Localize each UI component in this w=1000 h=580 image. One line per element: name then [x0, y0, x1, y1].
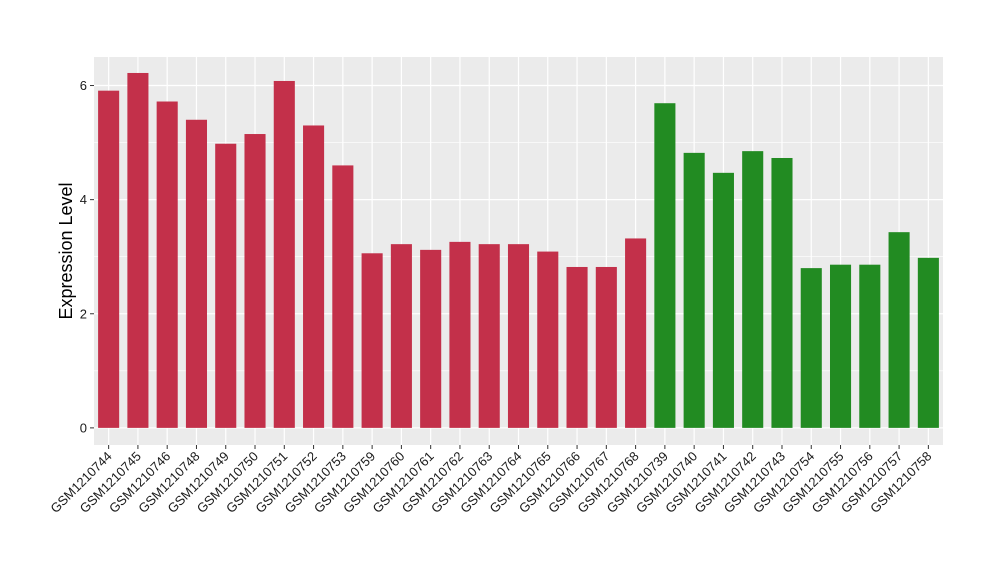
- bar: [390, 244, 412, 428]
- bar: [244, 134, 266, 428]
- bar: [683, 152, 705, 428]
- y-axis-title: Expression Level: [56, 182, 76, 319]
- bar: [800, 268, 822, 428]
- bar: [332, 165, 354, 428]
- bar: [771, 157, 793, 428]
- bar: [829, 264, 852, 428]
- y-axis: 0 2 4 6: [80, 78, 94, 435]
- y-tick-label: 0: [80, 420, 87, 435]
- bar: [185, 119, 208, 428]
- y-tick-label: 6: [80, 78, 87, 93]
- bar: [127, 72, 149, 428]
- bar: [712, 172, 734, 428]
- bar: [303, 125, 325, 428]
- bar: [654, 103, 676, 428]
- bar: [215, 143, 237, 428]
- bar: [273, 80, 295, 428]
- bar: [156, 101, 178, 428]
- bar: [537, 251, 559, 428]
- bar: [625, 238, 647, 428]
- bar: [917, 257, 939, 428]
- bar: [859, 264, 881, 428]
- bar: [742, 151, 764, 428]
- bar: [449, 241, 471, 428]
- bar: [595, 266, 617, 428]
- bar: [566, 266, 588, 428]
- y-tick-label: 4: [80, 192, 87, 207]
- bar: [507, 244, 530, 428]
- bars: [98, 72, 939, 428]
- x-axis: GSM1210744GSM1210745GSM1210746GSM1210748…: [47, 445, 934, 516]
- bar: [361, 253, 383, 428]
- bar: [478, 244, 500, 428]
- bar: [420, 249, 442, 428]
- y-tick-label: 2: [80, 306, 87, 321]
- bar: [98, 90, 120, 428]
- bar: [888, 232, 910, 428]
